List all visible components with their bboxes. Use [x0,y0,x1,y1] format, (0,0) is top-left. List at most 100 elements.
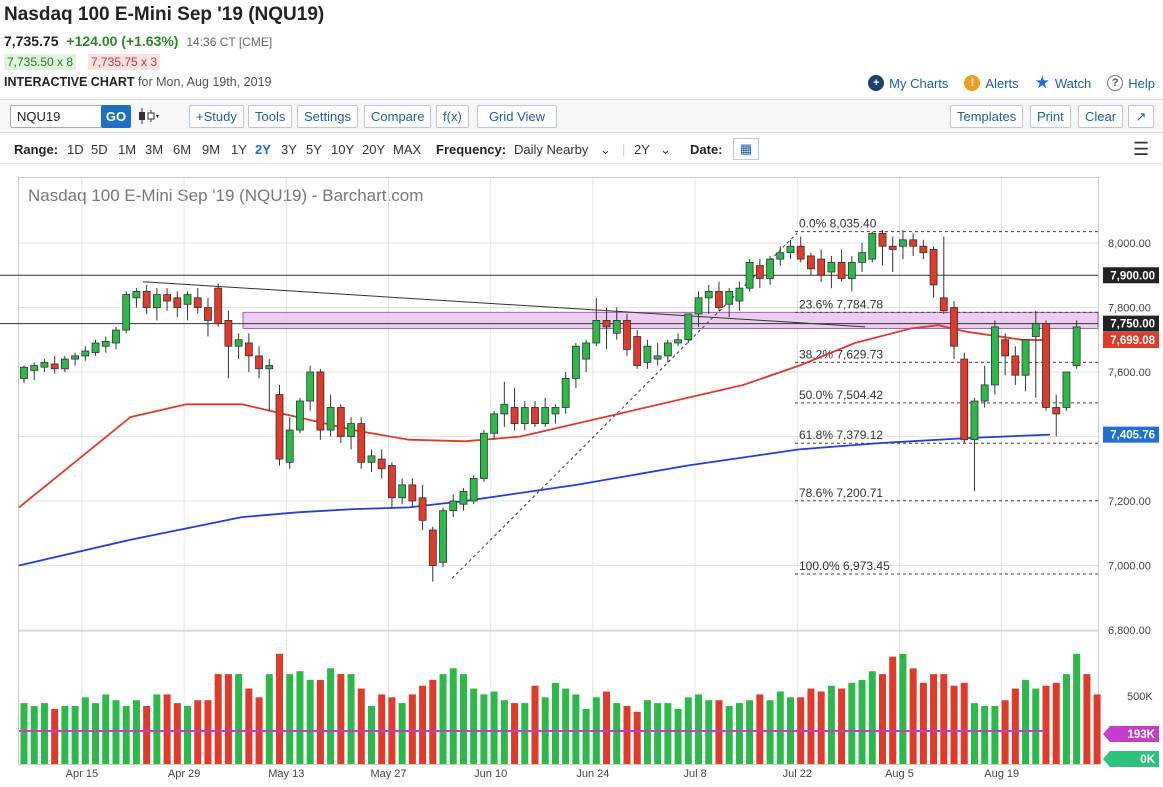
range-bar: Range: 1D 5D 1M 3M 6M 9M 1Y 2Y 3Y 5Y 10Y… [0,134,1163,164]
print-button[interactable]: Print [1030,105,1071,128]
candle-body [745,261,754,289]
grid-view-button[interactable]: Grid View [477,105,557,128]
volume-bar [357,688,365,764]
candle-body [204,307,212,321]
price-tag [1103,426,1159,443]
range-6m[interactable]: 6M [173,142,192,157]
volume-bar [950,685,958,764]
volume-bar [337,674,345,764]
candle-body [398,484,407,499]
candle-body [817,258,826,276]
templates-button[interactable]: Templates [950,105,1024,128]
volume-bar [1093,694,1101,764]
volume-bar [61,706,69,764]
volume-bar [143,706,151,764]
trend-line [142,281,866,328]
candle-body [735,287,744,302]
volume-bar [838,688,846,764]
candle-body [357,423,366,463]
alerts-link[interactable]: ! Alerts [964,75,1019,91]
expand-button[interactable]: ↗ [1128,105,1154,128]
volume-bar [603,691,611,764]
volume-bar [214,674,222,764]
range-3m[interactable]: 3M [145,142,164,157]
go-button[interactable]: GO [101,105,131,128]
candle-body [541,407,550,425]
period-select[interactable]: 2Y [634,142,650,157]
candle-body [520,407,529,425]
candle-body [449,500,458,512]
help-link[interactable]: ? Help [1107,75,1155,91]
clear-button[interactable]: Clear [1078,105,1124,128]
volume-bar [459,674,467,764]
range-1y[interactable]: 1Y [231,142,247,157]
range-5d[interactable]: 5D [91,142,108,157]
period-chevron-down-icon[interactable]: ⌄ [660,142,671,157]
add-study-button[interactable]: +Study [189,105,244,128]
range-5y[interactable]: 5Y [306,142,322,157]
volume-bar [735,703,743,764]
range-max[interactable]: MAX [393,142,422,157]
volume-bar [296,671,304,764]
range-2y[interactable]: 2Y [255,142,271,157]
volume-bar [163,694,171,764]
settings-button[interactable]: Settings [297,105,358,128]
candle-body [1072,326,1081,366]
candle-body [60,358,69,370]
compare-button[interactable]: Compare [364,105,432,128]
x-tick-label: Apr 15 [66,768,98,780]
fx-button[interactable]: f(x) [436,105,469,128]
menu-icon[interactable]: ☰ [1133,139,1150,159]
candlestick-type-icon[interactable] [136,105,160,128]
range-10y[interactable]: 10Y [331,142,355,157]
volume-bar [92,703,100,764]
candle-body [1021,339,1030,376]
quote-time: 14:36 CT [CME] [186,35,273,49]
candle-body [30,365,39,371]
range-1m[interactable]: 1M [118,142,137,157]
frequency-select[interactable]: Daily Nearby [514,142,589,157]
candle-body [704,290,713,299]
my-charts-link[interactable]: + My Charts [868,75,948,91]
volume-bar [868,671,876,764]
price-tag [1103,315,1159,332]
volume-bar [633,711,641,764]
candle-body [71,355,79,360]
range-3y[interactable]: 3Y [281,142,297,157]
volume-bar [643,700,651,764]
candle-body [347,423,355,437]
volume-bar [1052,682,1060,764]
interactive-chart-heading: INTERACTIVE CHART [4,75,135,89]
calendar-icon[interactable]: ▦ [733,138,759,160]
frequency-chevron-down-icon[interactable]: ⌄ [600,142,611,157]
watch-link[interactable]: ★ Watch [1035,73,1092,93]
range-1d[interactable]: 1D [67,142,84,157]
chart-frame [18,177,1099,765]
volume-bar [490,691,498,764]
candle-body [306,371,315,402]
plus-circle-icon: + [868,75,885,91]
volume-bar [347,674,355,764]
volume-tag-label: 0K [1140,754,1155,766]
volume-bar [40,703,48,764]
volume-tag-label: 193K [1128,729,1156,741]
range-9m[interactable]: 9M [202,142,221,157]
last-price: 7,735.75 [4,33,59,49]
tools-button[interactable]: Tools [248,105,293,128]
volume-bar [112,700,120,764]
candle-body [807,255,815,270]
x-tick-label: Jul 8 [683,768,706,780]
volume-bar [1011,688,1019,764]
symbol-input[interactable]: NQU19 [10,105,102,128]
range-20y[interactable]: 20Y [362,142,386,157]
x-tick-label: Jun 10 [474,768,507,780]
candle-body [766,258,774,279]
volume-bar [817,691,825,764]
candle-body [674,339,682,344]
candle-body [1011,355,1020,376]
candle-body [255,355,263,370]
candle-body [142,290,151,308]
candle-body [1001,339,1010,357]
y-tick-label: 7,600.00 [1108,367,1151,379]
